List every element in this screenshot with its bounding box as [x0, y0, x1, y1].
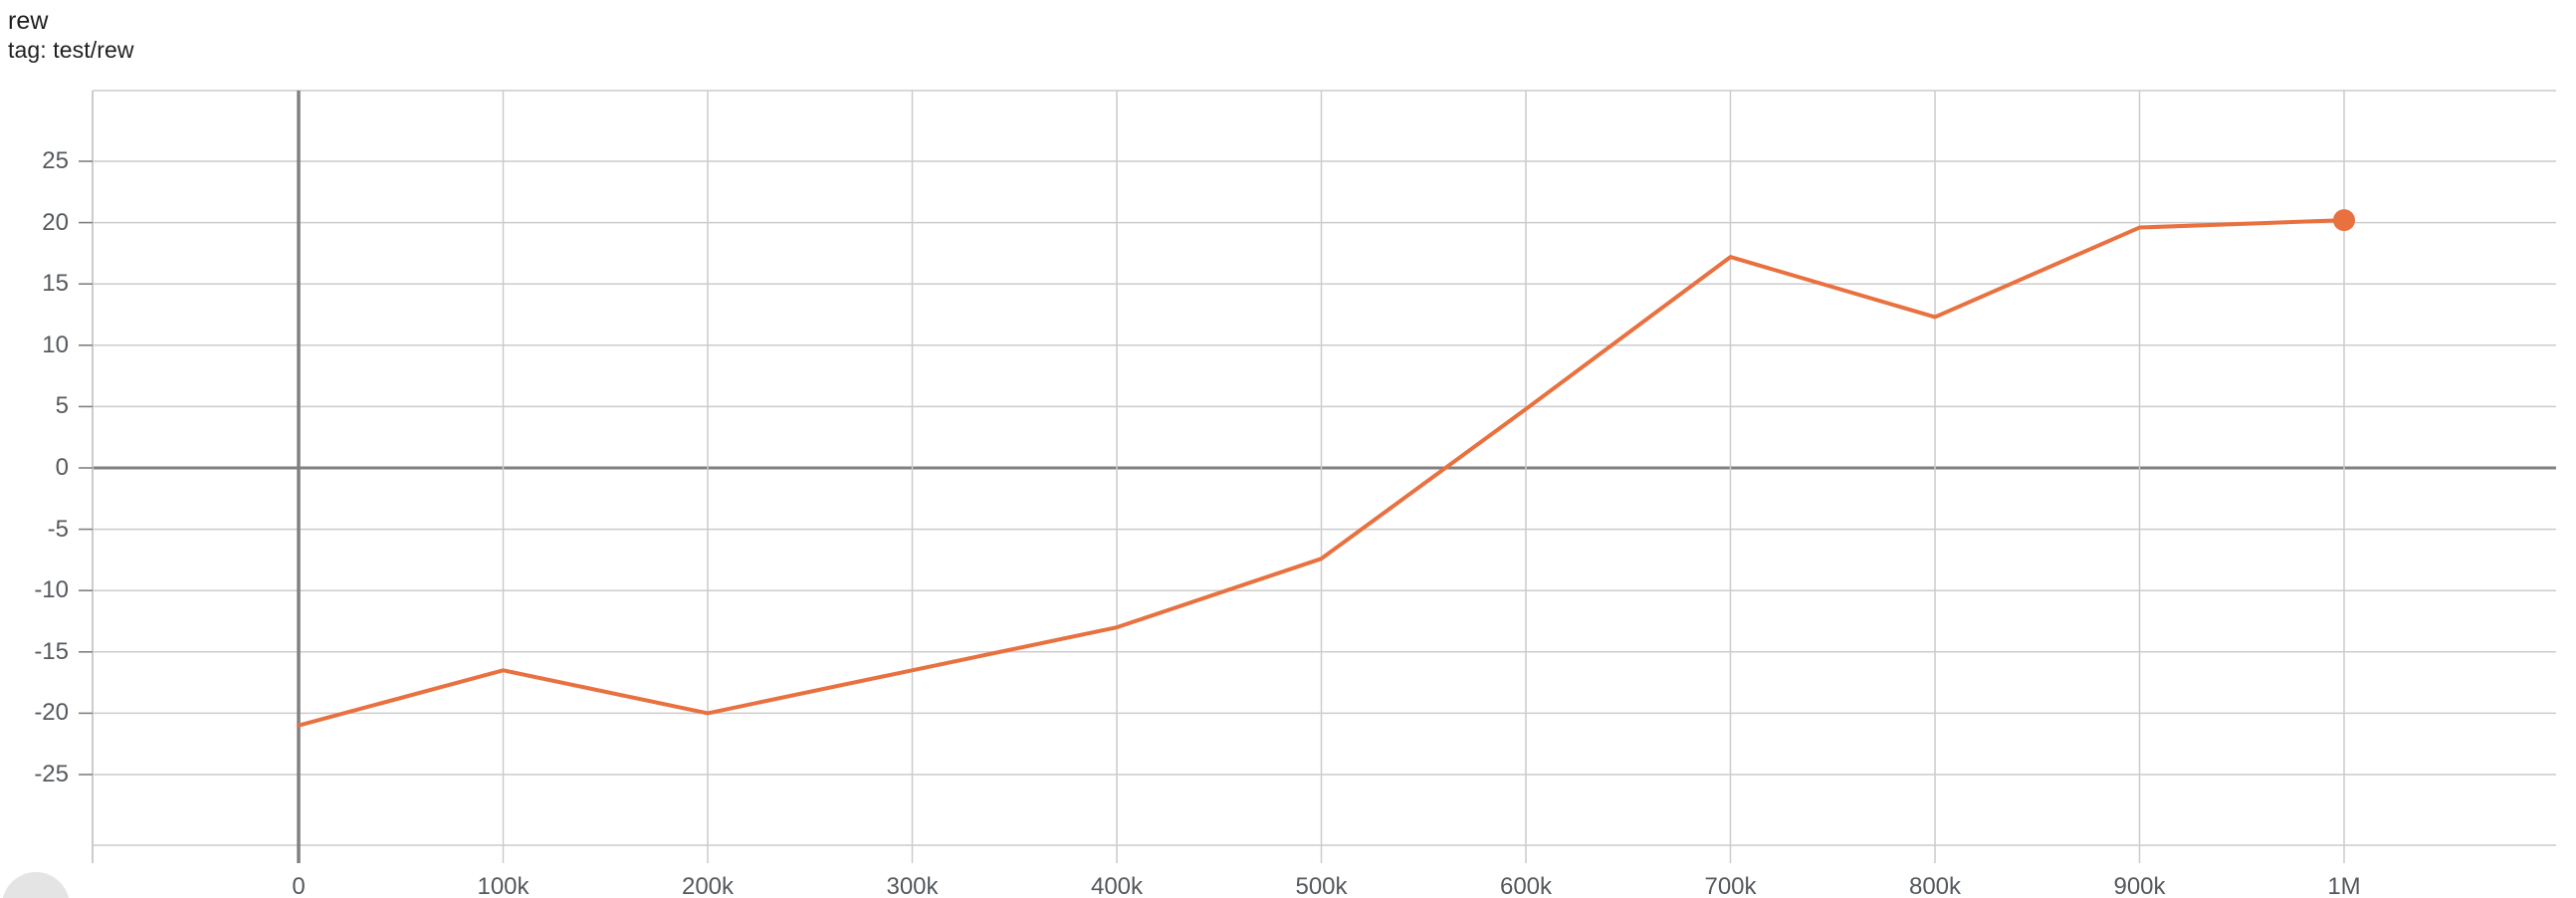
y-tick-label: 20	[42, 208, 69, 236]
tick-marks	[79, 160, 93, 776]
chart-header: rew tag: test/rew	[8, 6, 904, 64]
x-tick-label: 900k	[2113, 873, 2166, 898]
last-point-marker[interactable]	[2333, 209, 2355, 232]
y-tick-label: 25	[42, 147, 69, 174]
chart-title: rew	[8, 7, 49, 35]
y-tick-label: -10	[34, 576, 69, 604]
x-tick-label: 1M	[2327, 873, 2361, 898]
series-line-test-rew[interactable]	[297, 218, 2346, 728]
y-tick-label: -20	[34, 699, 69, 727]
x-tick-label: 600k	[1499, 873, 1553, 898]
x-tick-label: 500k	[1295, 873, 1348, 898]
x-tick-label: 700k	[1704, 873, 1757, 898]
y-tick-label: 0	[55, 454, 69, 481]
y-tick-label: 10	[42, 331, 69, 358]
y-tick-label: 5	[55, 392, 69, 420]
x-tick-label: 400k	[1090, 873, 1144, 898]
x-tick-label: 800k	[1908, 873, 1962, 898]
x-tick-label: 0	[292, 873, 306, 898]
y-tick-label: -15	[34, 637, 69, 665]
x-tick-label: 100k	[477, 873, 530, 898]
chart-tag-subtitle: tag: test/rew	[8, 37, 134, 63]
grid-lines	[93, 90, 2556, 863]
x-tick-label: 200k	[681, 873, 735, 898]
y-tick-label: -5	[47, 515, 69, 543]
x-tick-label: 300k	[886, 873, 939, 898]
y-tick-label: -25	[34, 761, 69, 787]
y-tick-label: 15	[42, 270, 69, 298]
